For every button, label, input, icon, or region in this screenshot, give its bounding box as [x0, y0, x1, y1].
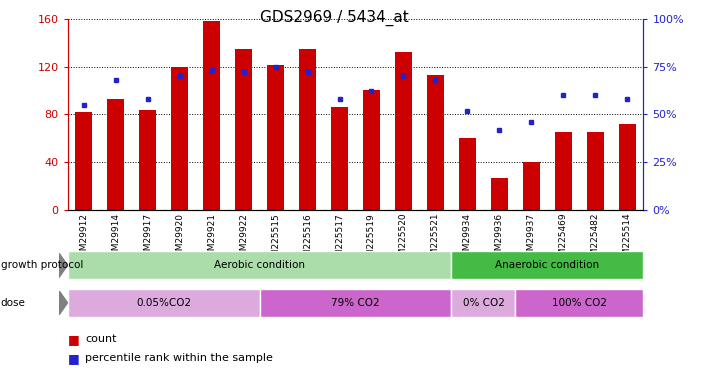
Bar [171, 67, 188, 210]
Bar [515, 289, 643, 317]
Polygon shape [59, 253, 68, 278]
Text: growth protocol: growth protocol [1, 260, 83, 270]
Bar [587, 132, 604, 210]
Bar [235, 49, 252, 210]
Bar [555, 132, 572, 210]
Bar [203, 21, 220, 210]
Bar [68, 251, 451, 279]
Bar [619, 124, 636, 210]
Text: 79% CO2: 79% CO2 [331, 298, 380, 308]
Text: ■: ■ [68, 352, 80, 364]
Bar [451, 289, 515, 317]
Text: ■: ■ [68, 333, 80, 346]
Text: Aerobic condition: Aerobic condition [214, 260, 305, 270]
Bar [523, 162, 540, 210]
Bar [363, 90, 380, 210]
Text: dose: dose [1, 298, 26, 308]
Bar [427, 75, 444, 210]
Text: 0.05%CO2: 0.05%CO2 [136, 298, 191, 308]
Text: GDS2969 / 5434_at: GDS2969 / 5434_at [260, 9, 409, 26]
Bar [395, 52, 412, 210]
Text: count: count [85, 334, 117, 344]
Bar [107, 99, 124, 210]
Bar [68, 289, 260, 317]
Bar [75, 112, 92, 210]
Bar [299, 49, 316, 210]
Text: Anaerobic condition: Anaerobic condition [496, 260, 599, 270]
Bar [139, 110, 156, 210]
Bar [331, 107, 348, 210]
Bar [260, 289, 451, 317]
Bar [451, 251, 643, 279]
Bar [267, 65, 284, 210]
Polygon shape [59, 291, 68, 315]
Text: 100% CO2: 100% CO2 [552, 298, 607, 308]
Bar [491, 178, 508, 210]
Bar [459, 138, 476, 210]
Text: percentile rank within the sample: percentile rank within the sample [85, 353, 273, 363]
Text: 0% CO2: 0% CO2 [463, 298, 504, 308]
